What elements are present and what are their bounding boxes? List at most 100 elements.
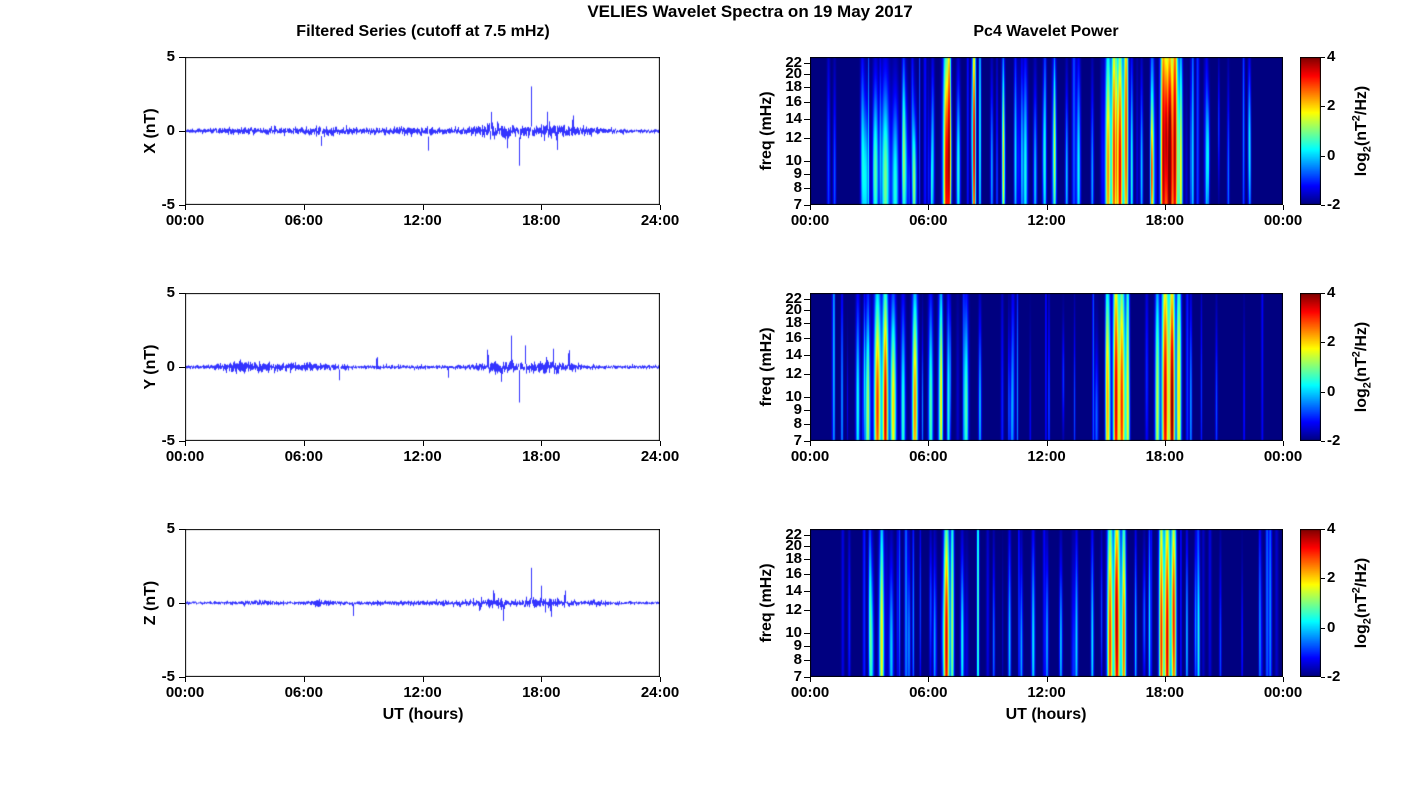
freq-tick-mark bbox=[804, 137, 810, 139]
x-tick-mark bbox=[185, 205, 186, 210]
freq-tick-label: 8 bbox=[793, 651, 802, 669]
colorbar-top-canvas bbox=[1300, 57, 1321, 205]
x-tick-mark bbox=[303, 205, 305, 210]
freq-tick-label: 12 bbox=[785, 364, 802, 382]
freq-tick-label: 8 bbox=[793, 415, 802, 433]
colorbar-tick-mark bbox=[1321, 391, 1325, 393]
y-tick-mark bbox=[179, 57, 185, 58]
spectrogram-panel-y bbox=[810, 293, 1283, 441]
x-tick-label: 18:00 bbox=[1145, 212, 1184, 229]
x-tick-mark bbox=[660, 441, 661, 446]
spectrogram-panel-x bbox=[810, 57, 1283, 205]
freq-tick-label: 10 bbox=[785, 623, 802, 641]
x-tick-mark bbox=[541, 677, 543, 682]
y-tick-label: 0 bbox=[166, 122, 175, 139]
x-tick-mark bbox=[1046, 441, 1048, 446]
freq-tick-mark bbox=[804, 546, 810, 548]
y-tick-label: -5 bbox=[161, 196, 175, 213]
freq-tick-mark bbox=[804, 559, 810, 561]
colorbar-tick-mark bbox=[1321, 627, 1325, 629]
x-tick-mark bbox=[928, 205, 930, 210]
freq-tick-label: 16 bbox=[785, 565, 802, 583]
x-tick-label: 00:00 bbox=[165, 684, 205, 701]
x-tick-mark bbox=[185, 441, 186, 446]
series-panel-x bbox=[185, 57, 660, 205]
x-tick-mark bbox=[810, 205, 811, 210]
series-chart-z-canvas bbox=[185, 529, 660, 677]
x-tick-mark bbox=[1046, 205, 1048, 210]
freq-tick-mark bbox=[804, 574, 810, 576]
spectrogram-y-canvas bbox=[810, 293, 1283, 441]
series-panel-y bbox=[185, 293, 660, 441]
freq-tick-mark bbox=[804, 323, 810, 325]
freq-tick-mark bbox=[804, 87, 810, 89]
colorbar-tick-label: 2 bbox=[1327, 569, 1336, 587]
x-tick-label: 06:00 bbox=[909, 684, 948, 701]
x-tick-mark bbox=[1283, 205, 1284, 210]
colorbar-tick-mark bbox=[1321, 155, 1325, 157]
x-tick-mark bbox=[1046, 677, 1048, 682]
x-tick-mark bbox=[810, 677, 811, 682]
freq-tick-mark bbox=[804, 188, 810, 190]
x-tick-label: 06:00 bbox=[284, 448, 323, 465]
colorbar-tick-label: 4 bbox=[1327, 520, 1336, 537]
freq-tick-label: 14 bbox=[785, 345, 802, 363]
freq-tick-mark bbox=[804, 424, 810, 426]
freq-tick-mark bbox=[804, 373, 810, 375]
freq-tick-label: 18 bbox=[785, 78, 802, 96]
freq-tick-label: 14 bbox=[785, 581, 802, 599]
series-panel-z bbox=[185, 529, 660, 677]
x-tick-mark bbox=[1164, 441, 1166, 446]
freq-tick-label: 9 bbox=[793, 164, 802, 182]
colorbar-tick-mark bbox=[1321, 293, 1325, 294]
x-tick-mark bbox=[541, 205, 543, 210]
x-tick-label: 00:00 bbox=[790, 684, 830, 701]
y-tick-label: 5 bbox=[166, 48, 175, 65]
freq-tick-mark bbox=[804, 534, 810, 536]
x-tick-label: 24:00 bbox=[640, 684, 680, 701]
y-tick-label: 5 bbox=[166, 284, 175, 301]
x-tick-mark bbox=[303, 441, 305, 446]
spectrogram-z-canvas bbox=[810, 529, 1283, 677]
left-xlabel: UT (hours) bbox=[382, 706, 464, 723]
x-tick-label: 24:00 bbox=[640, 212, 680, 229]
x-tick-mark bbox=[1283, 441, 1284, 446]
freq-tick-label: 9 bbox=[793, 400, 802, 418]
x-tick-label: 06:00 bbox=[284, 212, 323, 229]
colorbar-tick-mark bbox=[1321, 57, 1325, 58]
y-tick-mark bbox=[179, 677, 185, 678]
colorbar-tick-label: 2 bbox=[1327, 333, 1336, 351]
freq-tick-mark bbox=[804, 632, 810, 634]
x-tick-label: 18:00 bbox=[1145, 684, 1184, 701]
colorbar-tick-label: -2 bbox=[1327, 196, 1341, 213]
x-tick-mark bbox=[1164, 205, 1166, 210]
freq-tick-mark bbox=[804, 396, 810, 398]
freq-tick-label: 20 bbox=[785, 65, 802, 83]
colorbar-tick-mark bbox=[1321, 441, 1325, 442]
y-tick-label: 5 bbox=[166, 520, 175, 537]
freq-tick-label: 22 bbox=[785, 53, 802, 71]
freq-tick-mark bbox=[804, 660, 810, 662]
y-tick-mark bbox=[179, 131, 185, 132]
freq-tick-mark bbox=[804, 590, 810, 592]
freq-tick-mark bbox=[804, 441, 810, 442]
y-tick-mark bbox=[179, 603, 185, 604]
x-tick-mark bbox=[928, 441, 930, 446]
series-chart-y-canvas bbox=[185, 293, 660, 441]
freq-tick-mark bbox=[804, 310, 810, 312]
y-tick-label: 0 bbox=[166, 594, 175, 611]
freq-tick-label: 16 bbox=[785, 93, 802, 111]
x-tick-label: 24:00 bbox=[640, 448, 680, 465]
freq-tick-mark bbox=[804, 173, 810, 175]
x-tick-label: 12:00 bbox=[1027, 212, 1066, 229]
colorbar-tick-label: 4 bbox=[1327, 48, 1336, 65]
x-tick-label: 12:00 bbox=[403, 448, 442, 465]
colorbar-bot-canvas bbox=[1300, 529, 1321, 677]
spectrogram-x-canvas bbox=[810, 57, 1283, 205]
colorbar-tick-label: 0 bbox=[1327, 618, 1336, 636]
freq-tick-mark bbox=[804, 298, 810, 300]
freq-tick-label: 12 bbox=[785, 128, 802, 146]
y-tick-mark bbox=[179, 205, 185, 206]
x-tick-mark bbox=[422, 205, 424, 210]
